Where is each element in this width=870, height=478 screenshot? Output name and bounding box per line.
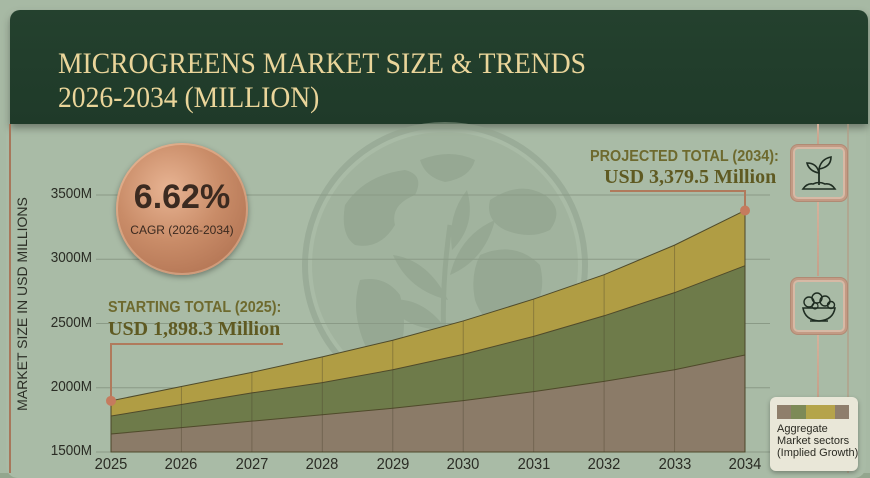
y-tick-label: 3000M <box>50 249 92 267</box>
legend-line-3: (Implied Growth) <box>777 447 859 459</box>
chart-area-bands <box>110 209 746 453</box>
cagr-label: CAGR (2026-2034) <box>130 223 234 237</box>
right-border-rule <box>847 124 849 473</box>
starting-total-heading: STARTING TOTAL (2025): <box>108 299 282 316</box>
legend-line-1: Aggregate <box>777 423 828 435</box>
y-tick-label: 2500M <box>50 313 92 331</box>
legend-swatch <box>805 405 821 419</box>
x-tick-label: 2031 <box>517 456 551 473</box>
legend-swatch <box>820 405 835 419</box>
title-line-1: MICROGREENS MARKET SIZE & TRENDS <box>58 47 587 80</box>
legend-line-2: Market sectors <box>777 435 850 447</box>
x-tick-label: 2027 <box>235 456 269 473</box>
y-tick-label: 2000M <box>50 377 92 395</box>
x-tick-label: 2025 <box>94 456 128 473</box>
salad-bowl-icon <box>802 292 836 322</box>
connector-line-middle <box>817 200 819 276</box>
callout-leader-lines <box>106 190 750 406</box>
y-axis-label: MARKET SIZE IN USD MILLIONS <box>14 197 30 411</box>
x-tick-label: 2033 <box>658 456 691 473</box>
title-line-2: 2026-2034 (MILLION) <box>58 81 320 114</box>
data-point-marker <box>740 205 750 216</box>
connector-line-bottom <box>817 332 819 397</box>
legend-swatch <box>777 405 792 419</box>
area-band <box>110 354 746 453</box>
projected-total-heading: PROJECTED TOTAL (2034): <box>590 148 779 165</box>
x-tick-label: 2029 <box>376 456 410 473</box>
x-tick-label: 2026 <box>165 456 198 473</box>
starting-total-value: USD 1,898.3 Million <box>108 318 281 340</box>
projected-total-value: USD 3,379.5 Million <box>604 166 777 188</box>
legend-swatch <box>791 405 806 419</box>
x-tick-label: 2028 <box>305 456 339 473</box>
y-tick-label: 1500M <box>50 442 92 459</box>
chart-legend: Aggregate Market sectors (Implied Growth… <box>770 397 858 471</box>
page-title: MICROGREENS MARKET SIZE & TRENDS 2026-20… <box>58 47 586 115</box>
x-tick-label: 2030 <box>446 456 480 473</box>
data-point-marker <box>106 395 116 406</box>
cagr-value: 6.62% <box>133 178 231 216</box>
header-banner: MICROGREENS MARKET SIZE & TRENDS 2026-20… <box>10 10 868 124</box>
legend-swatch-strip <box>777 405 850 419</box>
connector-line-top <box>817 124 819 144</box>
legend-swatch <box>834 405 850 419</box>
salad-icon-box <box>791 278 847 334</box>
chart-vertical-gridlines <box>110 210 746 452</box>
legend-text: Aggregate Market sectors (Implied Growth… <box>777 423 861 459</box>
y-tick-label: 3500M <box>50 185 92 202</box>
x-tick-label: 2032 <box>587 456 621 473</box>
left-border-rule <box>9 124 11 473</box>
cagr-badge: 6.62% CAGR (2026-2034) <box>116 143 248 275</box>
sprout-in-soil-icon <box>801 156 837 190</box>
x-tick-label: 2034 <box>728 456 762 473</box>
sprout-icon-box <box>791 145 847 201</box>
